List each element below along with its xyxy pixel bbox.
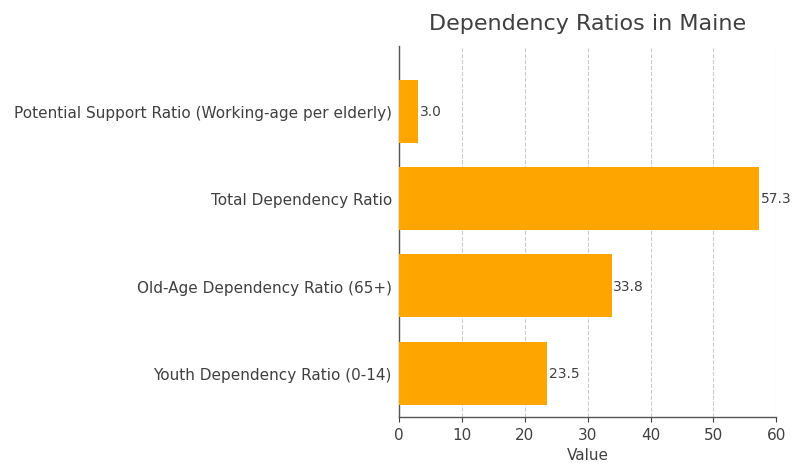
Text: 23.5: 23.5: [549, 367, 579, 380]
Bar: [399, 255, 611, 317]
X-axis label: Value: Value: [566, 447, 609, 462]
Title: Dependency Ratios in Maine: Dependency Ratios in Maine: [429, 14, 746, 34]
Text: 33.8: 33.8: [614, 279, 644, 293]
Bar: [399, 80, 418, 143]
Bar: [399, 342, 546, 405]
Bar: [399, 168, 759, 230]
Text: 3.0: 3.0: [420, 105, 442, 119]
Text: 57.3: 57.3: [762, 192, 792, 206]
